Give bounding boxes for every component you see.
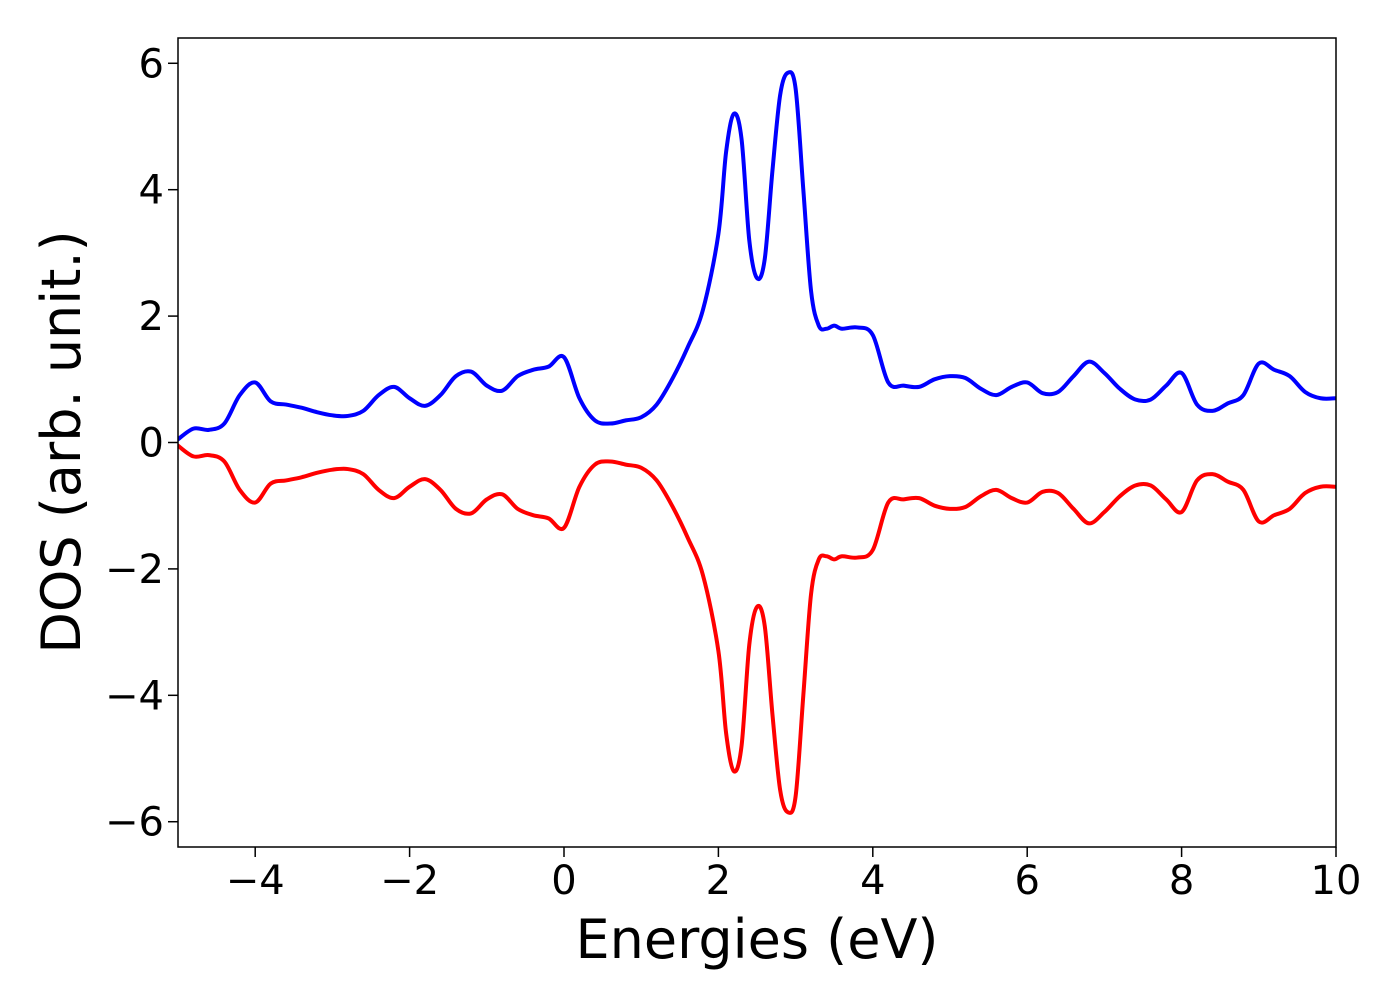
y-tick-label: 2 bbox=[139, 294, 164, 340]
x-tick-label: 0 bbox=[551, 858, 576, 904]
series-line-red bbox=[178, 443, 1336, 815]
x-axis-label: Energies (eV) bbox=[576, 908, 939, 971]
y-tick-label: 0 bbox=[139, 421, 164, 467]
y-tick-label: −4 bbox=[105, 673, 164, 719]
y-axis-label: DOS (arb. unit.) bbox=[30, 230, 93, 653]
x-tick-label: −2 bbox=[380, 858, 439, 904]
x-tick-label: 8 bbox=[1169, 858, 1194, 904]
series-line-blue bbox=[178, 70, 1336, 442]
x-tick-label: −4 bbox=[226, 858, 285, 904]
series-layer bbox=[178, 70, 1336, 815]
x-tick-label: 4 bbox=[860, 858, 885, 904]
y-axis: −6 −4 −2 0 2 4 6 bbox=[105, 41, 178, 846]
y-tick-label: 6 bbox=[139, 41, 164, 87]
y-tick-label: 4 bbox=[139, 168, 164, 214]
x-tick-label: 6 bbox=[1014, 858, 1039, 904]
x-tick-label: 10 bbox=[1311, 858, 1362, 904]
x-axis: −4 −2 0 2 4 6 8 10 bbox=[226, 847, 1362, 904]
y-tick-label: −2 bbox=[105, 547, 164, 593]
x-tick-label: 2 bbox=[706, 858, 731, 904]
y-tick-label: −6 bbox=[105, 800, 164, 846]
